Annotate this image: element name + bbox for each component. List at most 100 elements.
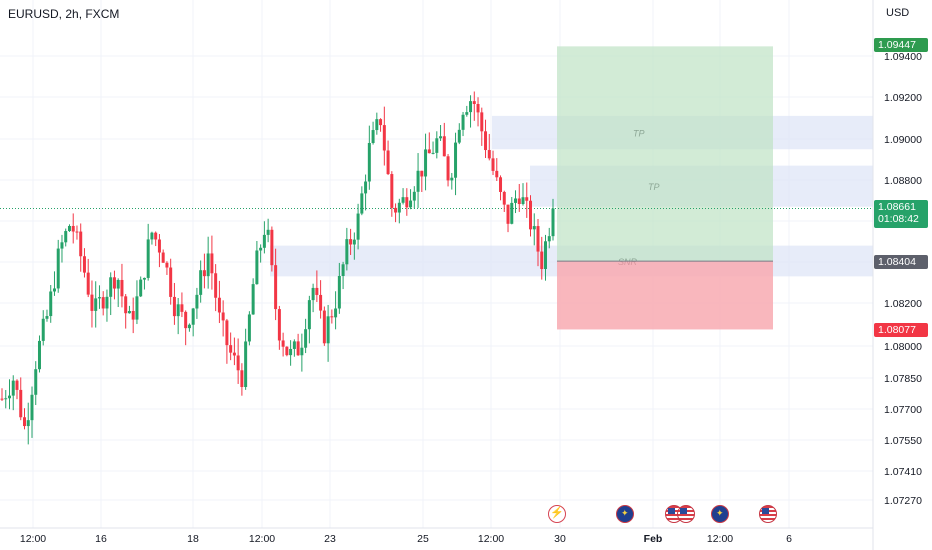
eu-flag-icon[interactable] xyxy=(616,505,634,523)
last-price-value: 1.08661 xyxy=(878,201,916,213)
candle-body xyxy=(461,114,465,130)
us-flag-icon[interactable] xyxy=(677,505,695,523)
candle-body xyxy=(480,112,484,132)
candle-body xyxy=(300,347,304,356)
candle-body xyxy=(146,239,150,278)
candle-body xyxy=(330,316,334,318)
candle-body xyxy=(270,229,274,266)
candle-body xyxy=(424,149,428,177)
time-tick-label: 25 xyxy=(417,533,429,545)
us-flag-icon[interactable] xyxy=(759,505,777,523)
candle-body xyxy=(517,198,521,205)
candle-body xyxy=(442,136,446,157)
candle-body xyxy=(307,300,311,330)
candle-body xyxy=(544,241,548,270)
candle-body xyxy=(435,138,439,153)
price-tick-label: 1.09400 xyxy=(884,51,922,63)
candle-body xyxy=(521,197,525,205)
candle-body xyxy=(0,398,4,400)
price-tick-label: 1.09200 xyxy=(884,92,922,104)
loss-zone xyxy=(557,261,773,330)
candle-body xyxy=(86,272,90,295)
snr-price-tag: 1.08404 xyxy=(874,255,928,269)
candle-body xyxy=(217,297,221,313)
candle-body xyxy=(334,308,338,318)
candle-body xyxy=(15,380,19,390)
candle-body xyxy=(296,341,300,356)
candle-body xyxy=(262,234,266,248)
candle-body xyxy=(454,142,458,178)
candle-body xyxy=(367,143,371,182)
candle-body xyxy=(116,279,120,289)
eu-flag-icon[interactable] xyxy=(711,505,729,523)
candle-body xyxy=(105,296,109,309)
candle-body xyxy=(547,236,551,242)
stop-loss-price-tag: 1.08077 xyxy=(874,323,928,337)
price-tick-label: 1.08800 xyxy=(884,175,922,187)
candle-body xyxy=(45,316,49,319)
candle-body xyxy=(469,101,473,113)
candle-body xyxy=(510,202,514,224)
candle-body xyxy=(176,304,180,317)
candle-body xyxy=(49,291,53,317)
flash-event-icon[interactable]: ⚡ xyxy=(548,505,566,523)
candle-body xyxy=(94,298,98,311)
candle-body xyxy=(420,170,424,177)
candle-body xyxy=(495,170,499,178)
candle-body xyxy=(131,310,135,320)
candle-body xyxy=(135,296,139,320)
candle-body xyxy=(251,284,255,315)
candle-body xyxy=(431,152,435,154)
price-tick-label: 1.08000 xyxy=(884,341,922,353)
candle-body xyxy=(7,395,11,399)
candle-body xyxy=(446,156,450,181)
price-tick-label: 1.07550 xyxy=(884,435,922,447)
candle-body xyxy=(236,355,240,371)
candle-body xyxy=(315,287,319,295)
candle-body xyxy=(184,311,188,329)
candle-body xyxy=(386,150,390,175)
candle-body xyxy=(491,158,495,171)
candle-body xyxy=(390,174,394,208)
candle-body xyxy=(225,320,229,346)
candle-body xyxy=(67,225,71,232)
time-tick-label: 6 xyxy=(786,533,792,545)
candle-body xyxy=(379,119,383,126)
candle-body xyxy=(319,294,323,311)
profit-zone xyxy=(557,46,773,262)
candle-body xyxy=(154,232,158,240)
candle-body xyxy=(349,239,353,245)
candle-body xyxy=(322,310,326,344)
candle-body xyxy=(326,316,330,344)
candle-body xyxy=(150,232,154,240)
candle-body xyxy=(529,200,533,230)
time-axis: 12:00 16 18 12:00 23 25 12:00 30 Feb 12:00 6 xyxy=(0,527,873,545)
price-axis: 1.07270 1.07410 1.07550 1.07700 1.07850 1.080… xyxy=(872,0,922,550)
candle-body xyxy=(304,329,308,348)
time-tick-label: Feb xyxy=(644,533,663,545)
candle-body xyxy=(341,264,345,276)
time-tick-label: 16 xyxy=(95,533,107,545)
candle-body xyxy=(90,294,94,311)
candle-body xyxy=(311,287,315,301)
candle-body xyxy=(427,149,431,154)
candle-body xyxy=(180,304,184,312)
candle-body xyxy=(109,277,113,297)
candle-body xyxy=(394,207,398,213)
time-tick-label: 12:00 xyxy=(249,533,275,545)
candle-body xyxy=(165,262,169,268)
candle-body xyxy=(97,297,101,299)
currency-label: USD xyxy=(886,7,910,19)
candle-body xyxy=(26,420,30,427)
candle-body xyxy=(41,318,45,341)
candle-body xyxy=(22,417,26,427)
candle-body xyxy=(75,231,79,233)
candle-body xyxy=(4,398,8,400)
candle-body xyxy=(382,125,386,151)
candle-body xyxy=(199,270,203,295)
candle-body xyxy=(30,394,34,421)
candle-body xyxy=(232,352,236,356)
symbol-title[interactable]: EURUSD, 2h, FXCM xyxy=(8,7,120,21)
candle-body xyxy=(405,197,409,208)
